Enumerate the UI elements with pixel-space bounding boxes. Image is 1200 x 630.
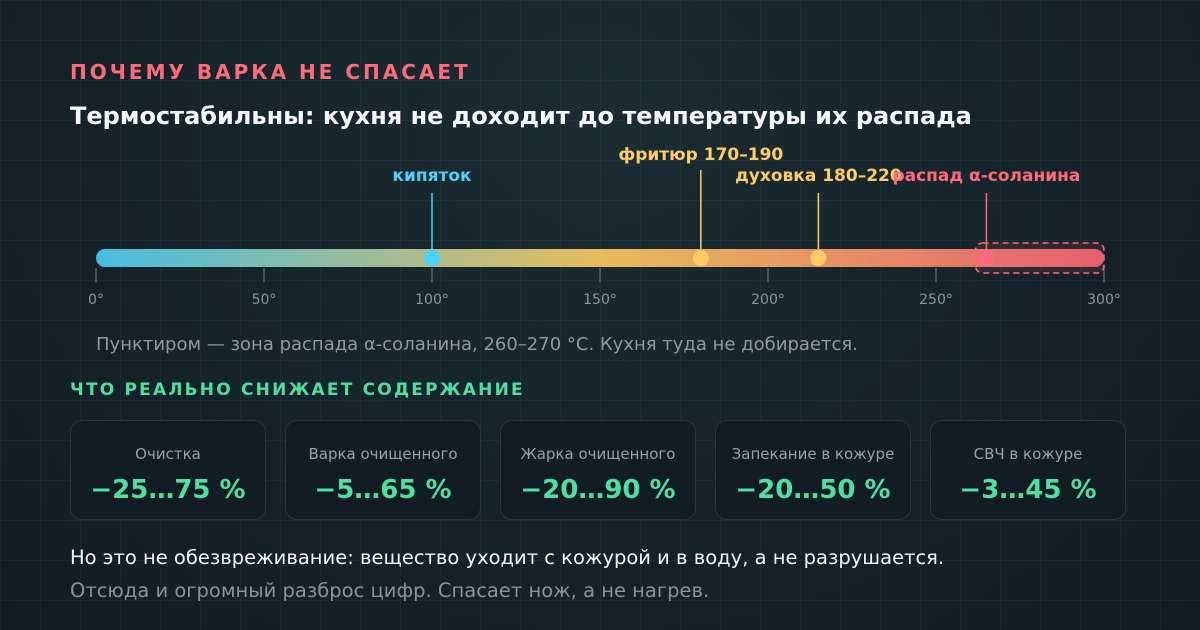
card-label: Жарка очищенного: [520, 445, 676, 463]
card-value: −20…90 %: [520, 475, 676, 505]
card-baking-in-skin: Запекание в кожуре −20…50 %: [715, 420, 911, 520]
marker-dot: [978, 250, 995, 266]
reduction-cards: Очистка −25…75 % Варка очищенного −5…65 …: [70, 420, 1126, 520]
card-label: Запекание в кожуре: [731, 445, 895, 463]
temperature-bar: [96, 249, 1104, 267]
chart-caption: Пунктиром — зона распада α-соланина, 260…: [96, 334, 858, 355]
section-heading: ЧТО РЕАЛЬНО СНИЖАЕТ СОДЕРЖАНИЕ: [70, 380, 525, 400]
tick-label: 0°: [88, 292, 104, 308]
card-label: СВЧ в кожуре: [973, 445, 1083, 463]
marker-label: кипяток: [392, 166, 472, 186]
marker-dot: [692, 250, 709, 266]
card-value: −5…65 %: [314, 475, 452, 505]
card-frying-peeled: Жарка очищенного −20…90 %: [500, 420, 696, 520]
marker-label: духовка 180–220: [735, 166, 902, 186]
card-value: −3…45 %: [959, 475, 1097, 505]
temperature-scale-chart: 0° 50° 100° 150° 200° 250° 300° кипяток фритюр 1…: [88, 145, 1121, 308]
marker-dot: [424, 250, 440, 266]
footer-statement: Но это не обезвреживание: вещество уходи…: [70, 546, 945, 569]
marker-dot: [810, 250, 827, 266]
decomposition-zone: [974, 242, 1105, 274]
footer-note: Отсюда и огромный разброс цифр. Спасает …: [70, 579, 710, 602]
eyebrow-label: ПОЧЕМУ ВАРКА НЕ СПАСАЕТ: [70, 60, 471, 84]
tick-label: 300°: [1087, 292, 1121, 308]
card-label: Очистка: [135, 445, 201, 463]
card-value: −25…75 %: [90, 475, 246, 505]
marker-label: распад α-соланина: [892, 166, 1080, 186]
card-boiling-peeled: Варка очищенного −5…65 %: [285, 420, 481, 520]
card-label: Варка очищенного: [308, 445, 458, 463]
tick-label: 250°: [919, 292, 953, 308]
tick-label: 50°: [252, 292, 277, 308]
card-peeling: Очистка −25…75 %: [70, 420, 266, 520]
tick-label: 200°: [751, 292, 785, 308]
page-title: Термостабильны: кухня не доходит до темп…: [70, 102, 972, 130]
marker-label: фритюр 170–190: [618, 145, 783, 165]
tick-label: 100°: [415, 292, 449, 308]
card-value: −20…50 %: [735, 475, 891, 505]
card-microwave-in-skin: СВЧ в кожуре −3…45 %: [930, 420, 1126, 520]
tick-label: 150°: [583, 292, 617, 308]
